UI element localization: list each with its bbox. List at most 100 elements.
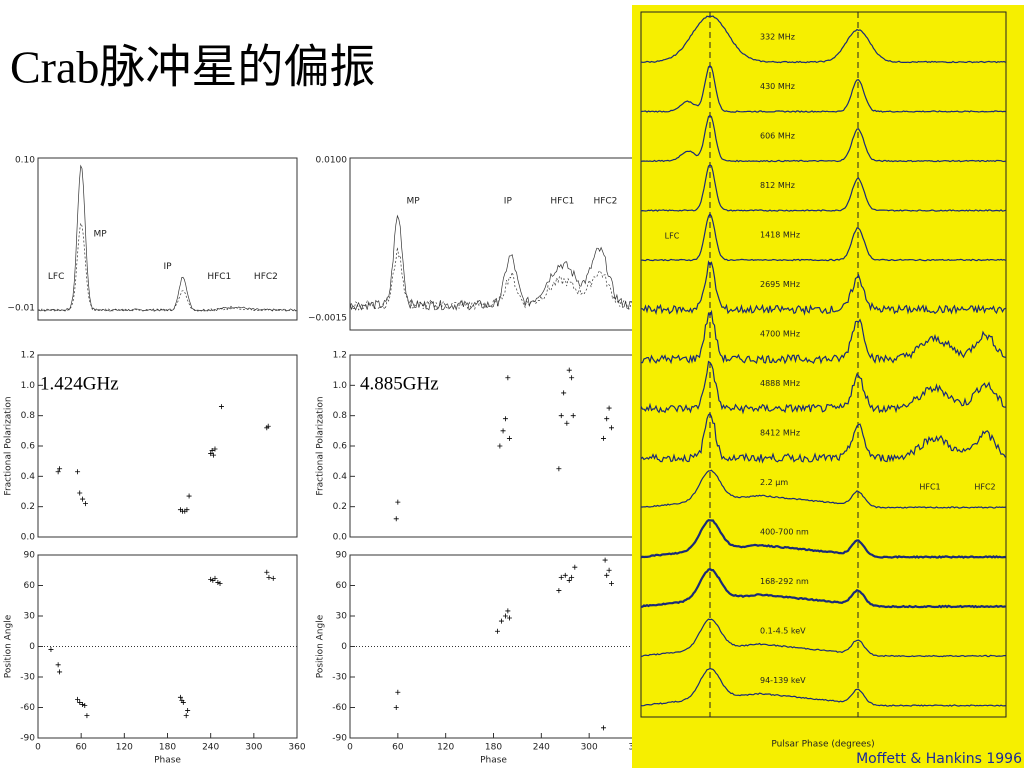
data-point [393,705,399,710]
data-point [601,435,607,441]
y-axis-label: Fractional Polarization [4,396,14,495]
data-point [395,689,401,695]
y-tick-label: 0.4 [21,472,36,482]
data-point [505,608,511,614]
data-point [208,451,214,457]
data-point [80,496,86,502]
y-tick-label: -30 [332,673,347,683]
data-point [556,588,562,594]
data-point [566,577,572,583]
figure-credit: Moffett & Hankins 1996 [856,751,1022,767]
profile-frame [37,157,298,321]
data-point [608,580,614,586]
data-point [569,375,575,381]
data-point [558,413,564,419]
profile-label: HFC1 [550,197,574,207]
band-label: 430 MHz [760,82,795,91]
band-label: 332 MHz [760,33,795,42]
data-point [212,575,218,581]
x-tick-label: 240 [533,743,550,753]
band-label: 2695 MHz [760,280,800,289]
profile-top-label: 0.10 [15,156,35,166]
band-trace [640,618,1006,658]
profile-curve [349,247,638,311]
data-point [82,501,88,507]
y-tick-label: -90 [20,734,35,744]
data-point [185,708,191,714]
band-trace [640,64,1006,113]
data-point [572,564,578,570]
y-tick-label: -30 [20,673,35,683]
data-point [556,466,562,472]
data-point [606,405,612,411]
x-tick-label: 360 [288,743,305,753]
x-tick-label: 240 [202,743,219,753]
profile-curve [37,221,298,312]
y-tick-label: 0.8 [21,411,36,421]
band-label: 2.2 µm [760,478,788,487]
slide-title: Crab脉冲星的偏振 [10,42,375,93]
band-label: 400-700 nm [760,528,809,537]
data-point [608,425,614,431]
y-tick-label: 0.8 [333,411,348,421]
band-trace [640,567,1006,609]
x-tick-label: 300 [581,743,598,753]
y-axis-label: Position Angle [4,614,14,678]
x-tick-label: 120 [437,743,454,753]
component-label: HFC2 [974,483,995,492]
data-point [569,574,575,580]
band-trace [640,164,1006,212]
x-tick-label: 120 [116,743,133,753]
data-point [177,694,183,700]
y-tick-label: 1.2 [21,351,35,361]
y-tick-label: 0.2 [21,502,35,512]
data-point [265,423,271,429]
profile-label: LFC [48,272,64,282]
band-label: 8412 MHz [760,429,800,438]
data-point [57,669,63,675]
data-point [266,574,272,580]
y-axis-label: Fractional Polarization [316,396,326,495]
data-point [180,699,186,705]
data-point [209,448,215,454]
data-point [186,493,192,499]
data-point [264,569,270,575]
figure-background [632,5,1024,768]
data-point [217,580,223,586]
data-point [606,567,612,573]
y-tick-label: 30 [336,612,348,622]
y-tick-label: 30 [24,612,36,622]
y-tick-label: 90 [336,551,348,561]
data-point [570,413,576,419]
data-point [561,390,567,396]
data-point [215,579,221,585]
data-point [601,725,607,731]
y-tick-label: 0.4 [333,472,348,482]
band-trace [640,519,1006,559]
band-label: 812 MHz [760,181,795,190]
data-point [506,435,512,441]
y-tick-label: 0 [29,642,35,652]
band-label: 4888 MHz [760,379,800,388]
y-tick-label: 0.6 [333,442,348,452]
y-tick-label: -60 [20,703,35,713]
data-point [502,416,508,422]
x-tick-label: 60 [392,743,404,753]
y-tick-label: 1.2 [333,351,347,361]
data-point [75,469,81,475]
x-axis-label: Phase [154,756,181,766]
data-point [505,375,511,381]
profile-label: HFC2 [593,197,617,207]
profile-curve [37,164,298,312]
y-tick-label: 1.0 [333,381,348,391]
y-tick-label: 0.6 [21,442,36,452]
component-label: HFC1 [919,483,940,492]
band-label: 4700 MHz [760,330,800,339]
y-tick-label: 60 [24,581,36,591]
data-point [506,615,512,621]
y-tick-label: 0.0 [21,533,36,543]
frequency-label: 4.885GHz [360,373,439,394]
data-point [566,367,572,373]
data-point [270,575,276,581]
band-trace [640,114,1006,163]
